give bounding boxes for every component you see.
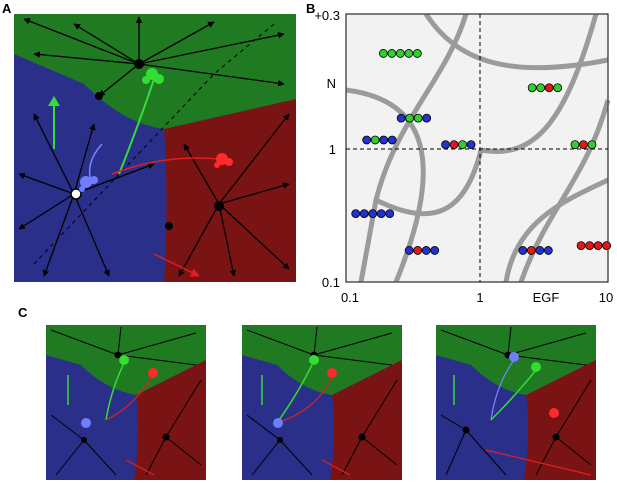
y-tick-bottom: 0.1 bbox=[322, 275, 340, 290]
x-tick-mid: 1 bbox=[476, 290, 483, 305]
cell-marker-3-1 bbox=[359, 209, 369, 219]
cell-marker-1-1 bbox=[405, 113, 415, 123]
panel-label-b: B bbox=[306, 1, 316, 16]
cell-marker-7-2 bbox=[587, 140, 597, 150]
cell-marker-2-1 bbox=[370, 135, 380, 145]
cell-marker-3-4 bbox=[385, 209, 395, 219]
panel-label-a: A bbox=[2, 1, 12, 16]
phase-portrait-c2 bbox=[242, 325, 402, 480]
cell-marker-5-1 bbox=[449, 140, 459, 150]
cell-marker-0-1 bbox=[387, 49, 397, 58]
phase-portrait-c1 bbox=[46, 325, 206, 480]
cell-marker-1-3 bbox=[422, 113, 432, 123]
panel-label-c: C bbox=[18, 305, 28, 320]
cell-marker-7-1 bbox=[579, 140, 588, 150]
cell-marker-0-2 bbox=[395, 49, 405, 58]
cell-marker-5-2 bbox=[458, 140, 467, 150]
cell-marker-9-3 bbox=[602, 241, 612, 250]
cell-marker-9-0 bbox=[576, 241, 586, 250]
cell-marker-4-0 bbox=[404, 246, 414, 255]
cell-marker-5-3 bbox=[466, 140, 476, 150]
y-axis-label: N bbox=[327, 76, 336, 91]
y-tick-top: +0.3 bbox=[314, 8, 340, 23]
cell-marker-9-2 bbox=[593, 241, 603, 250]
cell-marker-6-1 bbox=[536, 83, 546, 93]
cell-marker-1-0 bbox=[396, 113, 406, 123]
cell-marker-2-3 bbox=[387, 135, 397, 145]
x-axis-label: EGF bbox=[533, 290, 560, 305]
phase-portrait-a bbox=[14, 14, 296, 282]
cell-marker-6-2 bbox=[544, 83, 554, 93]
x-tick-left: 0.1 bbox=[341, 290, 359, 305]
cell-marker-2-2 bbox=[379, 135, 389, 145]
cell-marker-4-3 bbox=[430, 246, 440, 255]
cell-marker-6-0 bbox=[527, 83, 537, 93]
cell-marker-8-0 bbox=[518, 246, 528, 255]
y-tick-mid: 1 bbox=[329, 142, 336, 157]
cell-marker-2-0 bbox=[362, 135, 372, 145]
cell-configuration-markers bbox=[351, 49, 612, 255]
cell-marker-7-0 bbox=[570, 140, 580, 150]
cell-marker-3-3 bbox=[376, 209, 386, 219]
cell-marker-3-0 bbox=[351, 209, 361, 219]
cell-marker-1-2 bbox=[413, 113, 423, 123]
cell-marker-5-0 bbox=[441, 140, 450, 150]
cell-marker-6-3 bbox=[553, 83, 563, 93]
cell-marker-0-4 bbox=[412, 49, 422, 58]
x-tick-right: 10 bbox=[599, 290, 613, 305]
cell-marker-4-1 bbox=[413, 246, 423, 255]
cell-marker-0-0 bbox=[378, 49, 388, 58]
cell-marker-8-1 bbox=[526, 246, 536, 255]
phase-portrait-c3 bbox=[436, 325, 596, 480]
cell-marker-8-2 bbox=[535, 246, 545, 255]
cell-marker-4-2 bbox=[421, 246, 431, 255]
cell-marker-8-3 bbox=[543, 246, 553, 255]
cell-marker-9-1 bbox=[585, 241, 595, 250]
egf-n-map: +0.3 N 1 0.1 0.1 1 EGF 10 bbox=[306, 0, 617, 310]
cell-marker-3-2 bbox=[368, 209, 378, 219]
cell-marker-0-3 bbox=[404, 49, 414, 58]
